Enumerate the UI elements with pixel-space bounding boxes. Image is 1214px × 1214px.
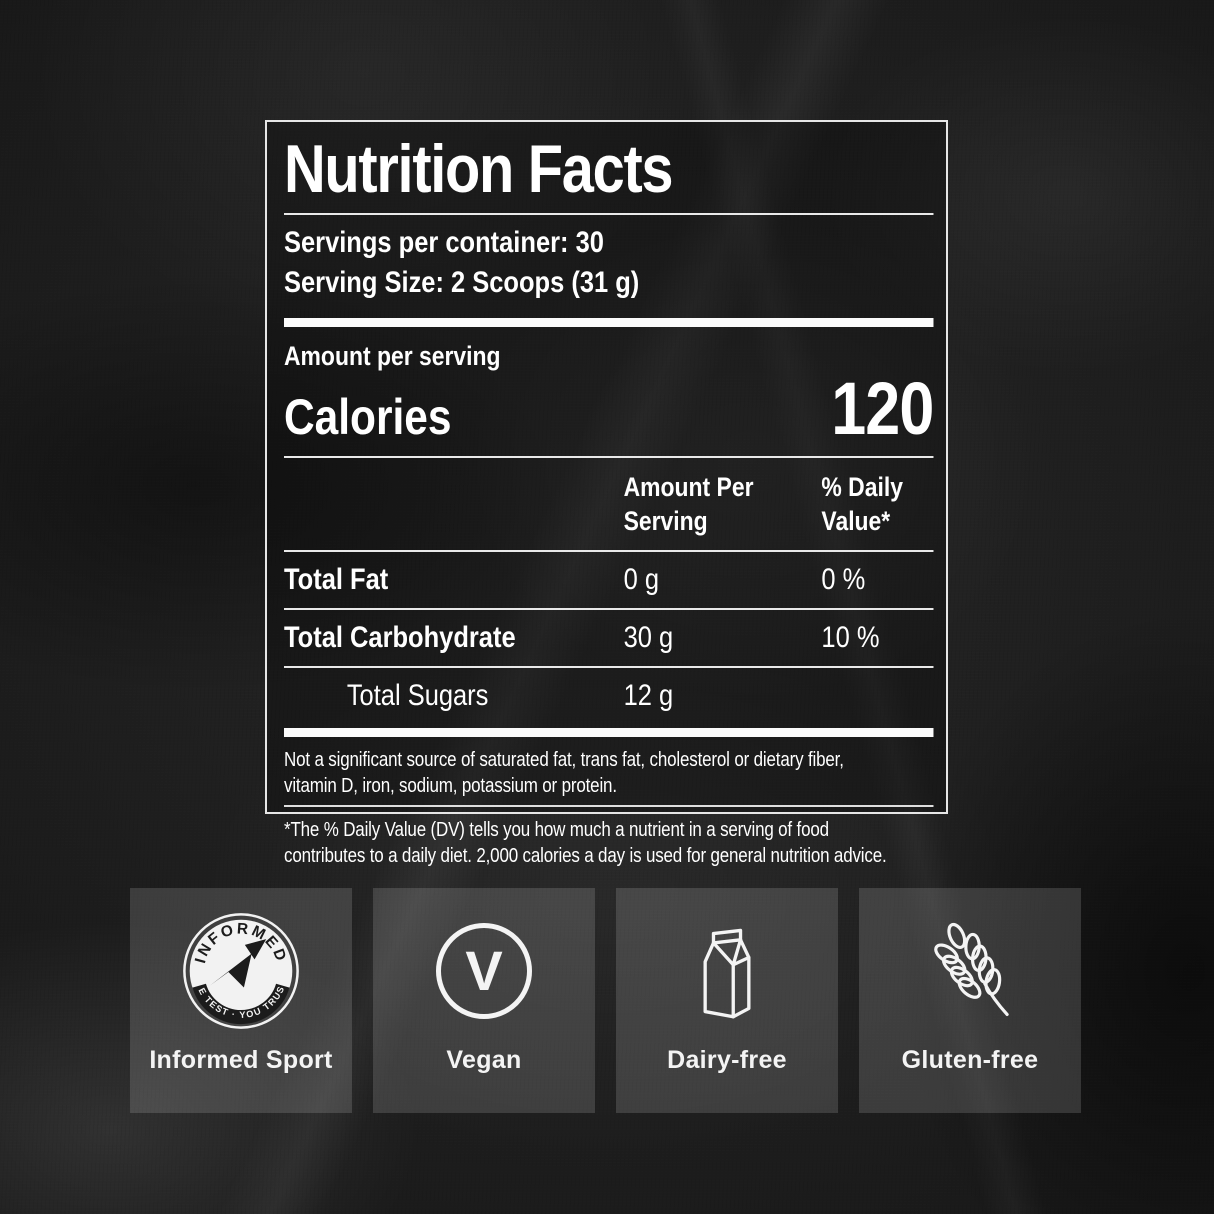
table-row: Total Carbohydrate 30 g 10 % <box>284 607 934 666</box>
calories-value: 120 <box>831 367 934 451</box>
badge-informed-sport: INFORMED WE TEST · YOU TRUST Informed Sp… <box>130 888 352 1113</box>
informed-arrow-mark <box>210 939 267 988</box>
badge-dairy-free: Dairy-free <box>616 888 838 1113</box>
nutrition-facts-content: Nutrition Facts Servings per container: … <box>284 130 934 869</box>
nutrient-daily-value: 10 % <box>821 620 880 654</box>
serving-size: Serving Size: 2 Scoops (31 g) <box>284 266 640 300</box>
table-header-spacer <box>284 470 624 538</box>
table-header-row: Amount Per Serving % Daily Value* <box>284 458 933 550</box>
divider-thin <box>284 213 934 216</box>
divider-thick <box>284 727 934 737</box>
nutrient-daily-value: 0 % <box>821 562 866 596</box>
divider-thick <box>284 318 934 328</box>
badge-gluten-free: Gluten-free <box>859 888 1081 1113</box>
footnote-line: contributes to a daily diet. 2,000 calor… <box>284 844 887 867</box>
vegan-circle-v-icon: V <box>433 910 535 1032</box>
table-row: Total Fat 0 g 0 % <box>284 549 934 608</box>
amount-per-serving-label: Amount per serving <box>284 341 501 372</box>
footnote-daily-value: *The % Daily Value (DV) tells you how mu… <box>284 817 933 869</box>
footnote-line: *The % Daily Value (DV) tells you how mu… <box>284 818 829 841</box>
badge-vegan: V Vegan <box>373 888 595 1113</box>
informed-sport-seal-icon: INFORMED WE TEST · YOU TRUST <box>181 910 301 1032</box>
badge-label: Vegan <box>446 1046 522 1074</box>
table-row: Total Sugars 12 g <box>284 665 934 722</box>
vegan-letter: V <box>465 939 502 1002</box>
calories-row: Calories 120 <box>284 367 934 451</box>
divider-thin <box>284 455 934 458</box>
nutrient-name: Total Fat <box>284 562 389 596</box>
nutrition-facts-panel: Nutrition Facts Servings per container: … <box>265 120 948 867</box>
badge-label: Dairy-free <box>667 1046 787 1074</box>
table-header-amount: Amount Per Serving <box>623 471 754 536</box>
footnote-line: Not a significant source of saturated fa… <box>284 748 844 771</box>
wheat-ear-icon <box>917 910 1023 1032</box>
servings-per-container: Servings per container: 30 <box>284 226 604 260</box>
table-header-daily-value: % Daily Value* <box>821 471 903 536</box>
nutrient-amount: 30 g <box>623 620 674 654</box>
calories-label: Calories <box>284 389 452 446</box>
nutrient-amount: 12 g <box>623 678 674 712</box>
panel-title: Nutrition Facts <box>284 131 674 207</box>
nutrient-name: Total Carbohydrate <box>284 620 516 654</box>
footnote-not-significant: Not a significant source of saturated fa… <box>284 747 933 799</box>
badge-label: Gluten-free <box>901 1046 1039 1074</box>
nutrient-name: Total Sugars <box>346 678 489 712</box>
nutrient-amount: 0 g <box>623 562 660 596</box>
badge-label: Informed Sport <box>149 1046 333 1074</box>
milk-carton-icon <box>675 910 779 1032</box>
footnote-line: vitamin D, iron, sodium, potassium or pr… <box>284 774 617 797</box>
divider-thin <box>284 804 934 807</box>
